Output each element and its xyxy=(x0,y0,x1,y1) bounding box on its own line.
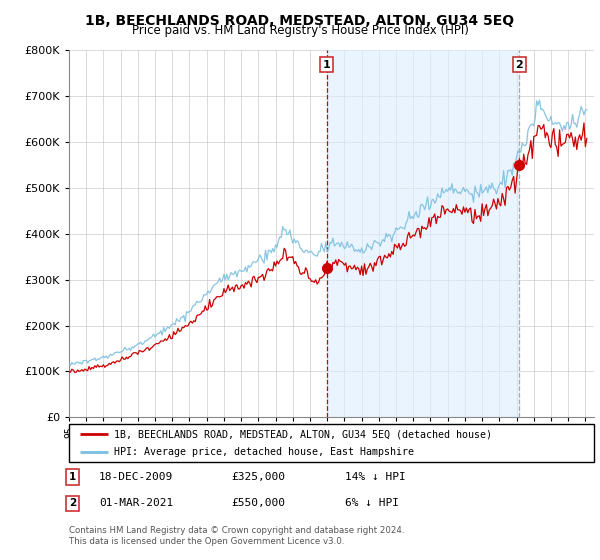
Text: Contains HM Land Registry data © Crown copyright and database right 2024.
This d: Contains HM Land Registry data © Crown c… xyxy=(69,526,404,546)
Text: 1B, BEECHLANDS ROAD, MEDSTEAD, ALTON, GU34 5EQ (detached house): 1B, BEECHLANDS ROAD, MEDSTEAD, ALTON, GU… xyxy=(113,429,491,439)
Text: £325,000: £325,000 xyxy=(231,472,285,482)
Text: 1: 1 xyxy=(323,59,331,69)
Text: 2: 2 xyxy=(69,498,76,508)
Text: HPI: Average price, detached house, East Hampshire: HPI: Average price, detached house, East… xyxy=(113,447,413,457)
FancyBboxPatch shape xyxy=(69,424,594,462)
Text: 14% ↓ HPI: 14% ↓ HPI xyxy=(345,472,406,482)
Text: 1: 1 xyxy=(69,472,76,482)
Text: 2: 2 xyxy=(515,59,523,69)
Text: 01-MAR-2021: 01-MAR-2021 xyxy=(99,498,173,508)
Text: 18-DEC-2009: 18-DEC-2009 xyxy=(99,472,173,482)
Text: Price paid vs. HM Land Registry's House Price Index (HPI): Price paid vs. HM Land Registry's House … xyxy=(131,24,469,37)
Bar xyxy=(326,50,520,417)
Text: 6% ↓ HPI: 6% ↓ HPI xyxy=(345,498,399,508)
Text: £550,000: £550,000 xyxy=(231,498,285,508)
Text: 1B, BEECHLANDS ROAD, MEDSTEAD, ALTON, GU34 5EQ: 1B, BEECHLANDS ROAD, MEDSTEAD, ALTON, GU… xyxy=(85,14,515,28)
